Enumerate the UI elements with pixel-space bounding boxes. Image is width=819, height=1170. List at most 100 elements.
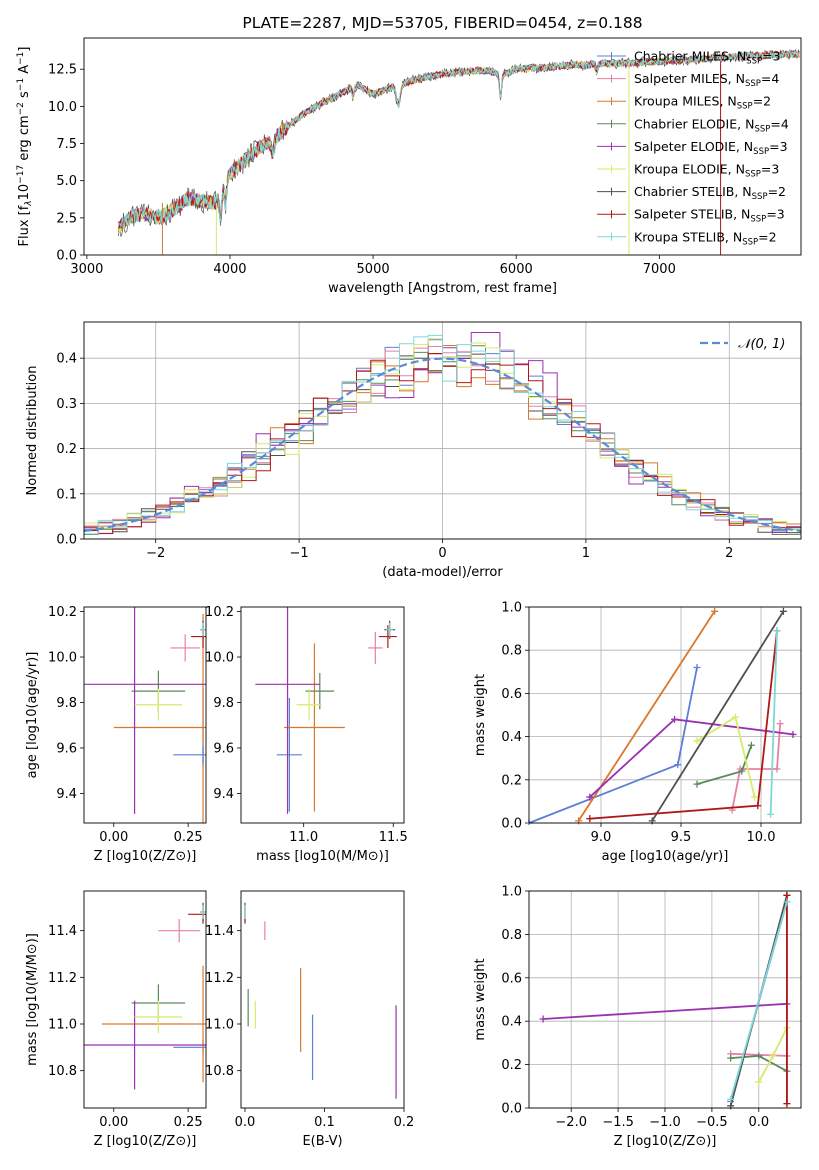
x-tick-label: 6000 [500,262,533,277]
x-tick-label: 9.5 [671,830,692,845]
legend-value: =2 [753,94,771,109]
weight-marker [783,1100,791,1108]
x-tick-label: 3000 [70,262,103,277]
legend-value: =3 [761,162,779,177]
age-vs-mass-points [255,607,397,814]
y-tick-label: 0.4 [501,1015,522,1030]
mass-vs-ebv-points [244,902,397,1099]
age-vs-Z-points [84,607,206,823]
y-tick-label: 0.1 [56,487,77,502]
weight-marker [586,815,594,823]
x-tick-label: 0.00 [99,830,128,845]
mass-vs-Z-points [84,902,206,1090]
legend-label: 𝒩(0, 1) [738,337,785,352]
legend-label: Kroupa ELODIE, NSSP=3 [634,162,779,180]
weight-series-line [543,1002,787,1020]
legend-subscript: SSP [752,192,768,202]
y-tick-label: 10.0 [48,100,77,115]
weight-marker [693,663,701,671]
x-tick-label: 10.0 [747,830,776,845]
weight-vs-Z-ylabel: mass weight [473,958,488,1040]
x-tick-label: 11.5 [379,830,408,845]
weight-marker [755,1052,763,1060]
legend-label: Chabrier MILES, NSSP=3 [634,49,781,67]
age-vs-mass-frame [240,606,405,824]
y-tick-label: 10.2 [48,605,77,620]
legend-label: Salpeter ELODIE, NSSP=3 [634,139,788,157]
weight-series-line [731,723,782,811]
legend-text: Kroupa MILES, N [634,94,737,109]
y-tick-label: 0.0 [501,1102,522,1117]
spectrum-series-line [118,50,800,230]
x-tick-label: 0.25 [174,1115,203,1130]
mass-vs-ebv-axes: 0.0 0.1 0.2 10.8 11.0 11.2 11.4 [205,924,414,1130]
y-tick-label: 9.6 [213,741,234,756]
legend-subscript: SSP [742,237,758,247]
y-tick-label: 10.0 [48,651,77,666]
weight-vs-Z-frame [528,890,802,1109]
x-tick-label: 0.1 [314,1115,335,1130]
y-tick-label: 9.4 [213,787,234,802]
weight-marker [769,1052,777,1060]
y-tick-label: 0.2 [501,773,522,788]
ylabel-part: A [17,65,32,78]
age-vs-Z-frame [83,606,207,824]
legend-subscript: SSP [746,57,762,67]
weight-marker [754,802,762,810]
residuals-hist [84,332,801,535]
weight-marker [674,761,682,769]
weight-marker [711,607,719,615]
mass-vs-Z-axes: 0.00 0.25 10.8 11.0 11.2 11.4 [48,924,203,1130]
residuals-xlabel: (data-model)/error [382,565,503,580]
mass-vs-Z-frame [83,890,207,1109]
age-vs-Z-axes: 0.00 0.25 9.4 9.6 9.8 10.0 10.2 [48,605,203,845]
spectrum-frame [83,37,802,256]
ylabel-part: −1 [16,78,26,91]
ylabel-part: 10 [17,184,32,201]
ylabel-part: −2 [16,102,26,115]
weight-marker [747,741,755,749]
normal-reference-curve [84,357,801,533]
legend-value: =2 [758,229,776,244]
weight-marker [727,1095,735,1103]
y-tick-label: 9.8 [56,696,77,711]
age-vs-Z-ylabel: age [log10(age/yr)] [25,652,40,779]
legend-label: Chabrier ELODIE, NSSP=4 [634,116,789,134]
y-tick-label: 12.5 [48,63,77,78]
age-vs-mass-xlabel: mass [log10(M/M⊙)] [256,849,389,864]
y-tick-label: 0.3 [56,397,77,412]
y-tick-label: 9.8 [213,696,234,711]
x-tick-label: −1.5 [602,1115,634,1130]
spectrum-ylabel: Flux [fλ10−17 erg cm−2 s−1 A−1] [16,47,34,247]
x-tick-label: 1 [582,546,590,561]
y-tick-label: 0.8 [501,928,522,943]
y-tick-label: 10.8 [205,1064,234,1079]
ylabel-part: erg cm [17,115,32,164]
x-tick-label: 0.00 [99,1115,128,1130]
weight-marker [751,793,759,801]
weight-series-line [651,610,785,822]
y-tick-label: 9.6 [56,741,77,756]
legend-subscript: SSP [745,170,761,180]
legend-value: =3 [762,49,780,64]
legend-text: Salpeter ELODIE, N [634,139,753,154]
residuals-ylabel: Normed distribution [25,366,40,496]
legend-value: =3 [769,139,787,154]
y-tick-label: 2.5 [56,211,77,226]
spectrum-xlabel: wavelength [Angstrom, rest frame] [328,281,557,296]
y-tick-label: 1.0 [501,885,522,900]
weight-marker [586,793,594,801]
weight-marker [671,715,679,723]
legend-value: =3 [766,207,784,222]
y-tick-label: 0.4 [501,730,522,745]
x-tick-label: 7000 [643,262,676,277]
x-tick-label: −2 [146,546,165,561]
y-tick-label: 0.0 [501,817,522,832]
weight-marker [755,1078,763,1086]
weight-vs-age-ylabel: mass weight [473,674,488,756]
mass-vs-Z-ylabel: mass [log10(M/M⊙)] [25,933,40,1066]
mass-vs-ebv-frame [240,890,405,1109]
y-tick-label: 0.0 [56,249,77,264]
x-tick-label: 0.0 [235,1115,256,1130]
legend-subscript: SSP [753,147,769,157]
